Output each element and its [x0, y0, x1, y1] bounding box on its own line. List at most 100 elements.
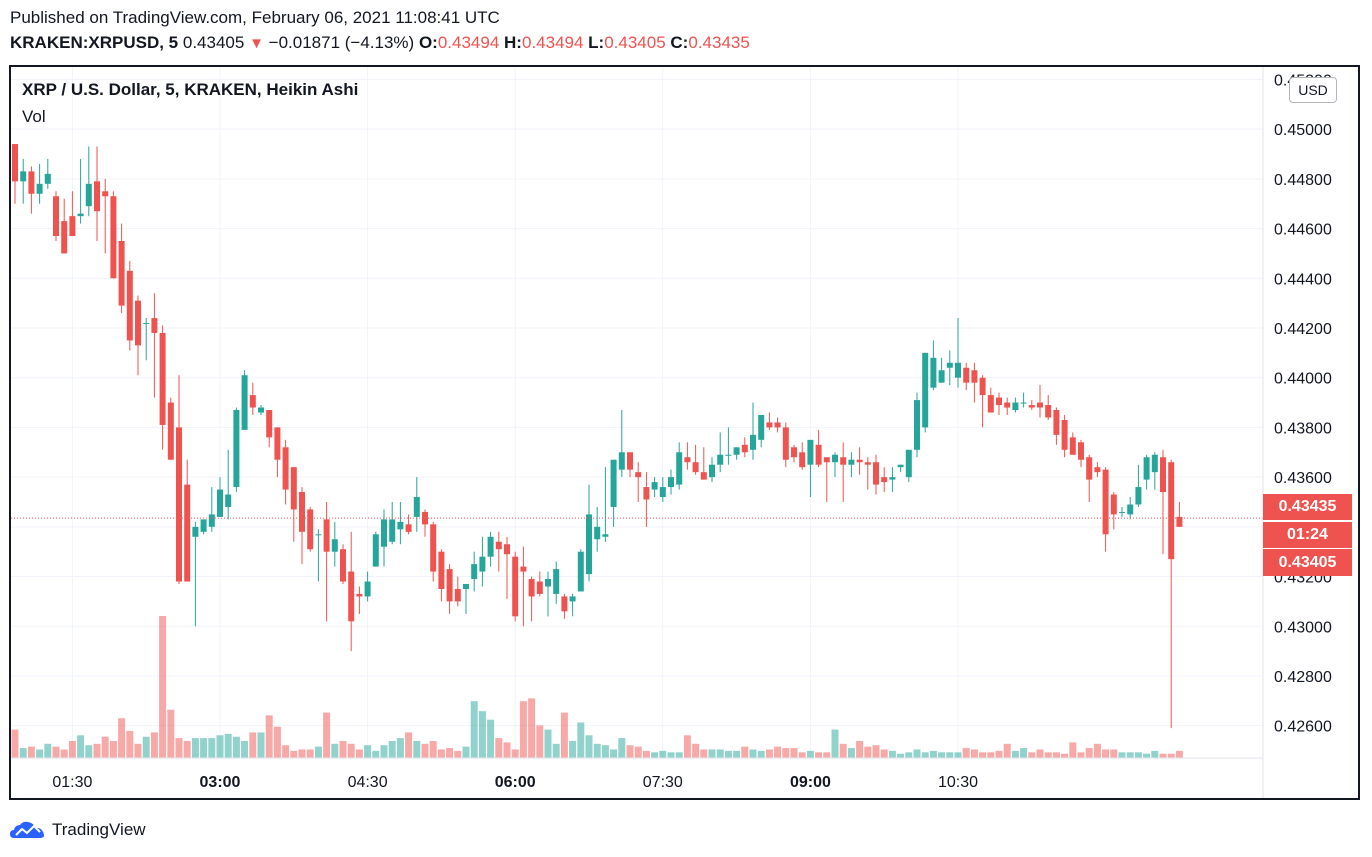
- volume-bars: [11, 616, 1183, 758]
- currency-badge[interactable]: USD: [1289, 77, 1337, 103]
- candle-body: [848, 459, 855, 465]
- volume-bar: [1003, 743, 1011, 758]
- candle-body: [569, 596, 576, 602]
- candle-body: [594, 526, 601, 540]
- volume-bar: [749, 749, 757, 758]
- volume-bar: [831, 729, 839, 758]
- candle-body: [36, 183, 43, 194]
- candle-body: [340, 549, 346, 582]
- candlestick-chart[interactable]: 0.452000.450000.448000.446000.444000.442…: [11, 67, 1359, 798]
- candle-body: [807, 439, 814, 465]
- volume-bar: [733, 750, 741, 758]
- volume-bar: [954, 752, 962, 758]
- candle-body: [77, 213, 84, 217]
- low-price-tag: 0.43405: [1263, 549, 1352, 576]
- volume-bar: [339, 740, 347, 758]
- y-tick-label: 0.43800: [1274, 420, 1332, 437]
- down-arrow-icon: ▼: [249, 35, 264, 52]
- open-label: O:: [418, 33, 438, 52]
- ohlc-header: KRAKEN:XRPUSD, 5 0.43405 ▼ −0.01871 (−4.…: [10, 33, 750, 53]
- candle-body: [725, 454, 732, 456]
- candle-body: [938, 370, 945, 383]
- volume-bar: [864, 746, 872, 758]
- candle-body: [471, 564, 478, 580]
- candle-body: [520, 566, 527, 572]
- volume-bar: [798, 752, 806, 758]
- footer-brand[interactable]: TradingView: [10, 818, 146, 842]
- candle-body: [192, 526, 199, 537]
- candle-body: [495, 541, 502, 550]
- volume-bar: [692, 743, 700, 758]
- volume-bar: [265, 715, 273, 758]
- candle-body: [1143, 457, 1150, 480]
- volume-bar: [872, 745, 880, 758]
- y-tick-label: 0.44000: [1274, 371, 1332, 388]
- candle-body: [1094, 467, 1101, 473]
- y-tick-label: 0.42800: [1274, 669, 1332, 686]
- volume-legend[interactable]: Vol: [22, 107, 46, 126]
- candle-body: [1045, 405, 1052, 418]
- volume-bar: [765, 749, 773, 758]
- volume-bar: [437, 749, 445, 758]
- candle-body: [791, 447, 797, 458]
- candle-body: [233, 410, 240, 488]
- volume-bar: [618, 738, 626, 758]
- candle-body: [987, 395, 994, 413]
- countdown-tag: 01:24: [1263, 522, 1352, 548]
- candle-body: [1028, 405, 1035, 408]
- volume-bar: [642, 750, 650, 758]
- candle-body: [217, 489, 223, 517]
- volume-bar: [1143, 753, 1151, 758]
- candles: [12, 144, 1183, 729]
- volume-bar: [741, 746, 749, 758]
- volume-bar: [405, 732, 413, 758]
- candle-body: [553, 569, 560, 594]
- symbol-label[interactable]: KRAKEN:XRPUSD, 5: [10, 33, 179, 52]
- volume-bar: [77, 735, 85, 758]
- volume-bar: [241, 740, 249, 758]
- chart-legend-title[interactable]: XRP / U.S. Dollar, 5, KRAKEN, Heikin Ash…: [22, 80, 359, 99]
- low-value: 0.43405: [604, 33, 666, 52]
- candle-body: [356, 593, 363, 597]
- candle-body: [750, 434, 756, 450]
- y-tick-label: 0.44200: [1274, 321, 1332, 338]
- x-tick-label: 09:00: [790, 774, 831, 791]
- volume-bar: [675, 752, 683, 758]
- candle-body: [28, 171, 35, 194]
- volume-bar: [495, 738, 503, 758]
- close-value: 0.43435: [688, 33, 750, 52]
- open-value: 0.43494: [437, 33, 500, 52]
- candle-body: [200, 519, 207, 532]
- candle-body: [94, 181, 100, 212]
- high-value: 0.43494: [521, 33, 584, 52]
- volume-bar: [421, 743, 429, 758]
- volume-bar: [200, 738, 208, 758]
- volume-bar: [1093, 743, 1101, 758]
- volume-bar: [109, 740, 117, 758]
- candle-body: [20, 171, 27, 182]
- volume-bar: [85, 745, 93, 758]
- candle-body: [381, 519, 387, 547]
- candle-body: [922, 352, 929, 428]
- candle-body: [1176, 516, 1183, 527]
- candle-body: [709, 464, 715, 478]
- volume-bar: [413, 740, 421, 758]
- volume-bar: [216, 735, 224, 758]
- x-tick-label: 10:30: [938, 774, 978, 791]
- candle-body: [135, 300, 141, 346]
- close-label: C:: [670, 33, 689, 52]
- axes: 0.452000.450000.448000.446000.444000.442…: [11, 67, 1332, 798]
- candle-body: [512, 556, 519, 617]
- volume-bar: [519, 701, 527, 758]
- x-tick-label: 03:00: [200, 774, 241, 791]
- volume-bar: [68, 740, 76, 758]
- volume-bar: [560, 712, 568, 758]
- candle-body: [889, 477, 896, 480]
- candle-body: [69, 216, 76, 237]
- candle-body: [881, 477, 888, 483]
- volume-bar: [806, 750, 814, 758]
- volume-bar: [552, 743, 560, 758]
- candle-body: [823, 457, 830, 463]
- candle-body: [323, 519, 330, 552]
- volume-bar: [1028, 752, 1036, 758]
